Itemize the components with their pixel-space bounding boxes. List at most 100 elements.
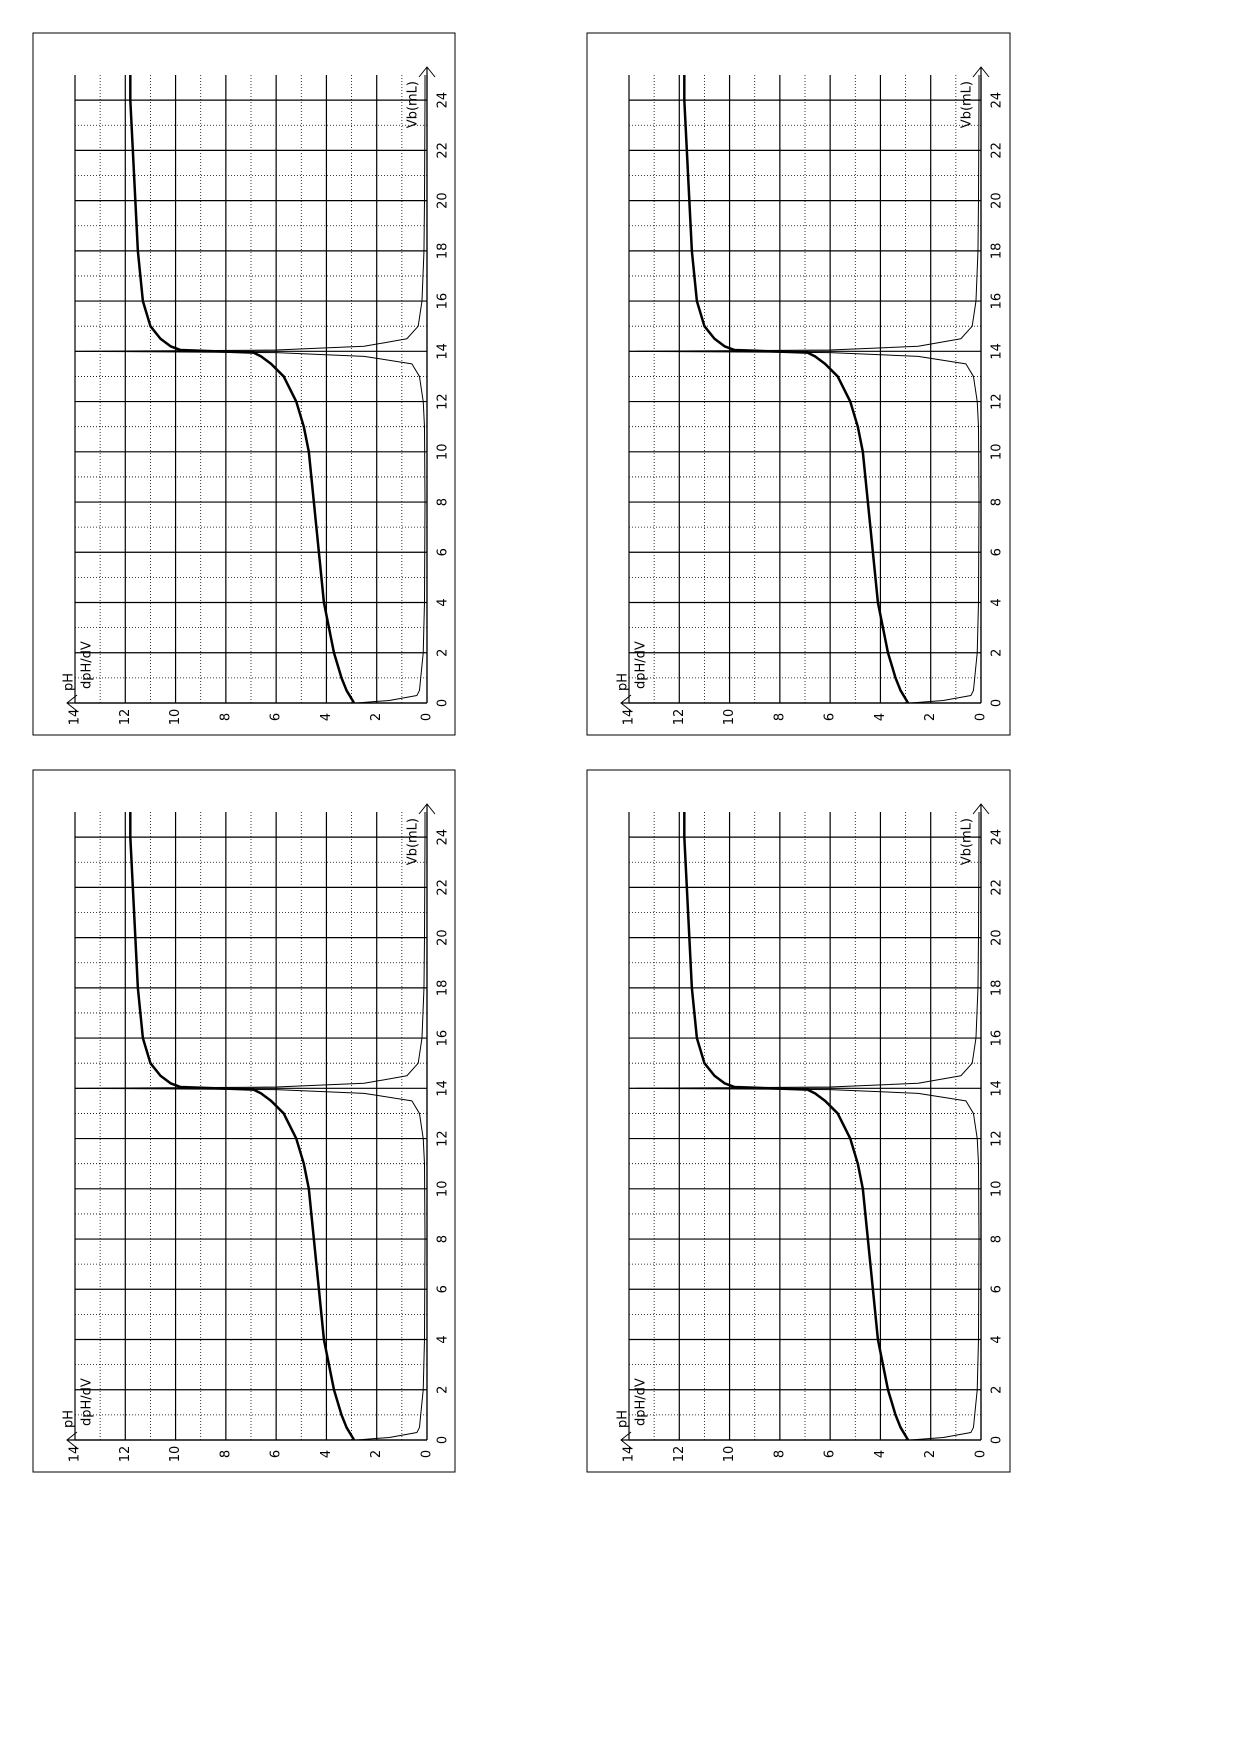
y-tick-label: 0	[420, 1450, 435, 1458]
x-tick-label: 8	[990, 1235, 1005, 1243]
x-tick-label: 20	[990, 192, 1005, 209]
x-axis-label: Vb(mL)	[960, 81, 975, 128]
x-tick-label: 2	[990, 1386, 1005, 1394]
y2-axis-label: dpH/dV	[80, 1378, 95, 1426]
y-tick-label: 8	[218, 1450, 233, 1458]
x-tick-label: 14	[436, 343, 451, 360]
panel-frame	[32, 769, 456, 1473]
x-tick-label: 14	[990, 343, 1005, 360]
x-tick-label: 4	[436, 1335, 451, 1343]
y-axis-label: pH	[616, 1410, 631, 1428]
x-tick-label: 24	[990, 829, 1005, 846]
x-axis-arrow	[972, 803, 990, 815]
y-tick-label: 14	[68, 1446, 83, 1463]
series-line	[683, 75, 910, 703]
y-tick-label: 0	[974, 713, 989, 721]
y-tick-label: 8	[218, 713, 233, 721]
y-tick-label: 10	[168, 1446, 183, 1463]
x-tick-label: 12	[990, 393, 1005, 410]
x-tick-label: 14	[990, 1080, 1005, 1097]
x-tick-label: 18	[990, 243, 1005, 260]
y-tick-label: 4	[873, 713, 888, 721]
x-tick-label: 4	[436, 598, 451, 606]
y-tick-label: 6	[823, 713, 838, 721]
y-tick-label: 6	[269, 1450, 284, 1458]
x-tick-label: 8	[990, 498, 1005, 506]
x-tick-label: 24	[436, 92, 451, 109]
x-tick-label: 8	[436, 1235, 451, 1243]
y2-axis-label: dpH/dV	[634, 1378, 649, 1426]
y-tick-label: 2	[923, 1450, 938, 1458]
x-tick-label: 6	[436, 548, 451, 556]
x-tick-label: 22	[990, 879, 1005, 896]
y-tick-label: 0	[420, 713, 435, 721]
series-line	[129, 812, 356, 1440]
x-tick-label: 22	[990, 142, 1005, 159]
x-tick-label: 20	[436, 929, 451, 946]
x-tick-label: 16	[436, 1030, 451, 1047]
y-tick-label: 6	[269, 713, 284, 721]
y-axis-label: pH	[616, 673, 631, 691]
x-tick-label: 6	[990, 1285, 1005, 1293]
y2-axis-label: dpH/dV	[80, 641, 95, 689]
x-tick-label: 4	[990, 598, 1005, 606]
x-tick-label: 16	[436, 293, 451, 310]
x-axis-arrow	[972, 66, 990, 78]
x-tick-label: 20	[990, 929, 1005, 946]
x-tick-label: 24	[990, 92, 1005, 109]
panel-frame	[32, 32, 456, 736]
y-axis-arrow	[620, 694, 632, 712]
panel-frame	[586, 32, 1011, 736]
y-tick-label: 12	[118, 709, 133, 726]
series-line	[628, 812, 980, 1440]
y-tick-label: 0	[974, 1450, 989, 1458]
x-axis-label: Vb(mL)	[406, 81, 421, 128]
y-tick-label: 8	[772, 1450, 787, 1458]
x-tick-label: 2	[436, 1386, 451, 1394]
x-tick-label: 12	[436, 393, 451, 410]
x-tick-label: 6	[436, 1285, 451, 1293]
x-tick-label: 18	[436, 980, 451, 997]
x-tick-label: 0	[436, 699, 451, 707]
x-axis-label: Vb(mL)	[960, 818, 975, 865]
y-tick-label: 14	[622, 709, 637, 726]
y-tick-label: 4	[319, 1450, 334, 1458]
x-tick-label: 10	[990, 444, 1005, 461]
x-tick-label: 16	[990, 1030, 1005, 1047]
series-line	[628, 75, 980, 703]
x-tick-label: 0	[990, 699, 1005, 707]
y-tick-label: 10	[168, 709, 183, 726]
y-tick-label: 12	[118, 1446, 133, 1463]
x-tick-label: 20	[436, 192, 451, 209]
y-tick-label: 10	[722, 1446, 737, 1463]
x-tick-label: 8	[436, 498, 451, 506]
x-tick-label: 10	[990, 1181, 1005, 1198]
x-tick-label: 14	[436, 1080, 451, 1097]
series-line	[74, 75, 426, 703]
x-tick-label: 22	[436, 142, 451, 159]
series-line	[74, 812, 426, 1440]
x-tick-label: 6	[990, 548, 1005, 556]
x-tick-label: 10	[436, 444, 451, 461]
y-axis-label: pH	[62, 1410, 77, 1428]
y-tick-label: 8	[772, 713, 787, 721]
y-axis-arrow	[66, 1431, 78, 1449]
y-tick-label: 12	[672, 1446, 687, 1463]
y-axis-arrow	[66, 694, 78, 712]
x-tick-label: 12	[436, 1130, 451, 1147]
x-tick-label: 2	[436, 649, 451, 657]
x-axis-arrow	[418, 803, 436, 815]
y-tick-label: 14	[622, 1446, 637, 1463]
x-tick-label: 2	[990, 649, 1005, 657]
y-tick-label: 6	[823, 1450, 838, 1458]
y-axis-arrow	[620, 1431, 632, 1449]
y-axis-label: pH	[62, 673, 77, 691]
x-tick-label: 18	[990, 980, 1005, 997]
x-axis-label: Vb(mL)	[406, 818, 421, 865]
y-tick-label: 4	[319, 713, 334, 721]
